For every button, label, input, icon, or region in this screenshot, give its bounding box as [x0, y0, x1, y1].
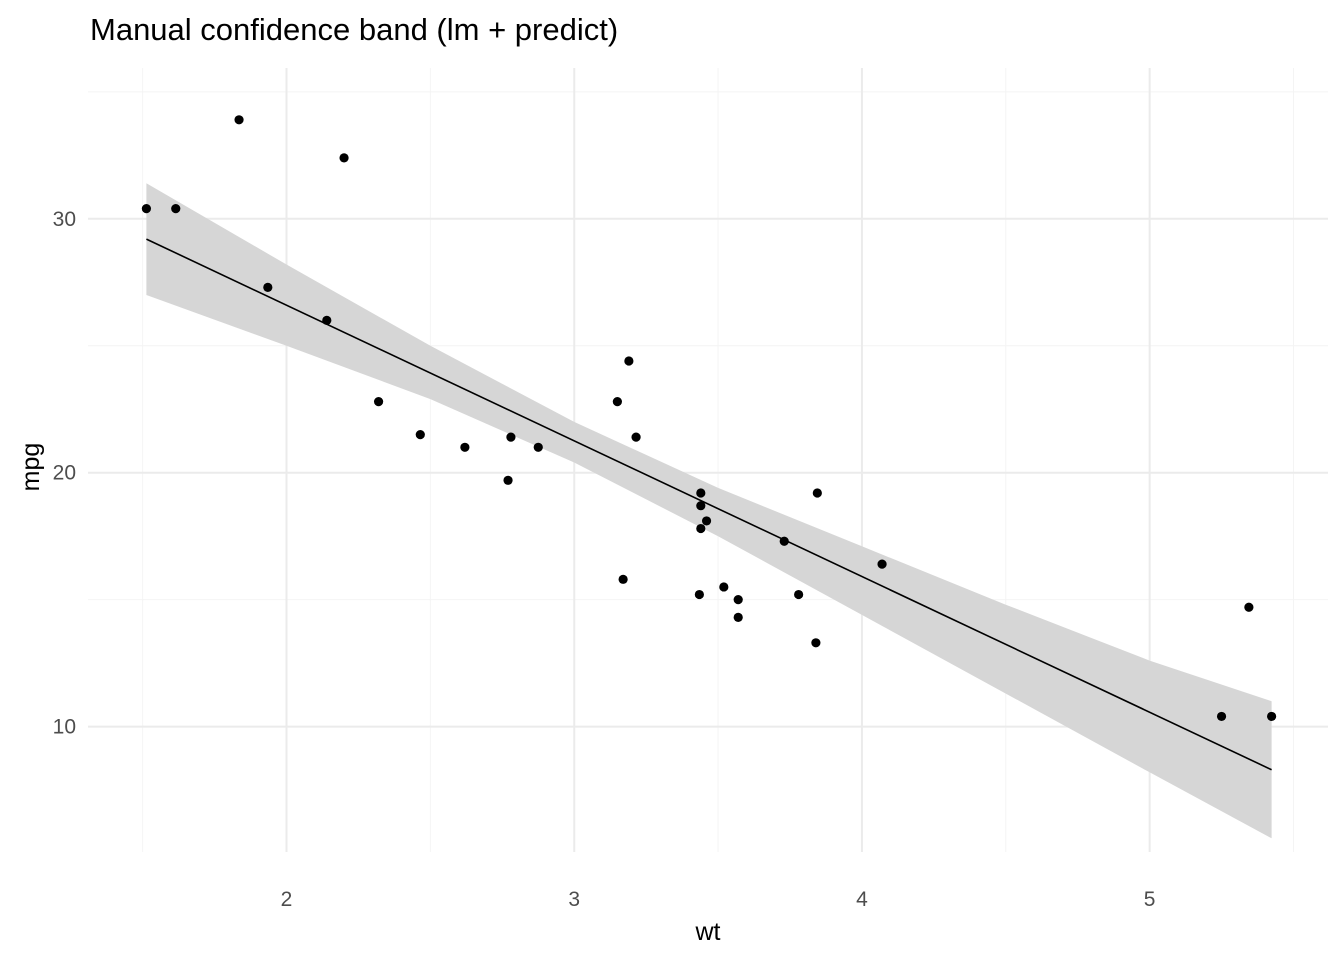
data-point [263, 282, 273, 292]
data-point [696, 488, 706, 498]
data-point [322, 315, 332, 325]
y-axis-title: mpg [17, 443, 45, 492]
data-point [339, 153, 349, 163]
data-point [1267, 711, 1277, 722]
data-point [373, 397, 384, 407]
y-axis-ticks: 10 20 30 [53, 208, 76, 739]
data-point [415, 430, 425, 440]
data-point [877, 559, 887, 569]
data-point [503, 475, 513, 485]
x-tick-label: 2 [281, 888, 293, 911]
data-point [631, 432, 641, 442]
data-point [811, 638, 821, 648]
data-point [624, 356, 634, 366]
data-point [794, 589, 804, 600]
x-tick-label: 5 [1144, 888, 1156, 911]
data-point [701, 516, 712, 526]
data-point [612, 397, 622, 407]
confidence-band [146, 183, 1272, 839]
data-point [171, 204, 181, 214]
y-tick-label: 30 [53, 208, 76, 231]
data-points [141, 115, 1277, 722]
regression-line [146, 238, 1272, 771]
data-point [779, 536, 789, 546]
data-point [733, 595, 743, 605]
data-point [234, 115, 244, 125]
data-point [1216, 711, 1227, 722]
y-tick-label: 20 [53, 462, 76, 485]
x-tick-label: 4 [856, 888, 868, 911]
chart-title: Manual confidence band (lm + predict) [90, 12, 618, 47]
data-point [719, 582, 729, 592]
x-axis-ticks: 2 3 4 5 [281, 888, 1156, 911]
data-point [812, 488, 822, 498]
data-point [533, 442, 543, 452]
data-point [733, 612, 743, 623]
data-point [141, 204, 152, 214]
data-point [696, 523, 706, 534]
y-tick-label: 10 [53, 716, 76, 739]
data-point [618, 574, 628, 584]
data-point [460, 442, 470, 452]
data-point [506, 432, 516, 442]
x-tick-label: 3 [568, 888, 580, 911]
x-axis-title: wt [695, 918, 721, 946]
data-point [696, 501, 706, 511]
data-point [694, 589, 704, 600]
data-point [1244, 602, 1254, 612]
